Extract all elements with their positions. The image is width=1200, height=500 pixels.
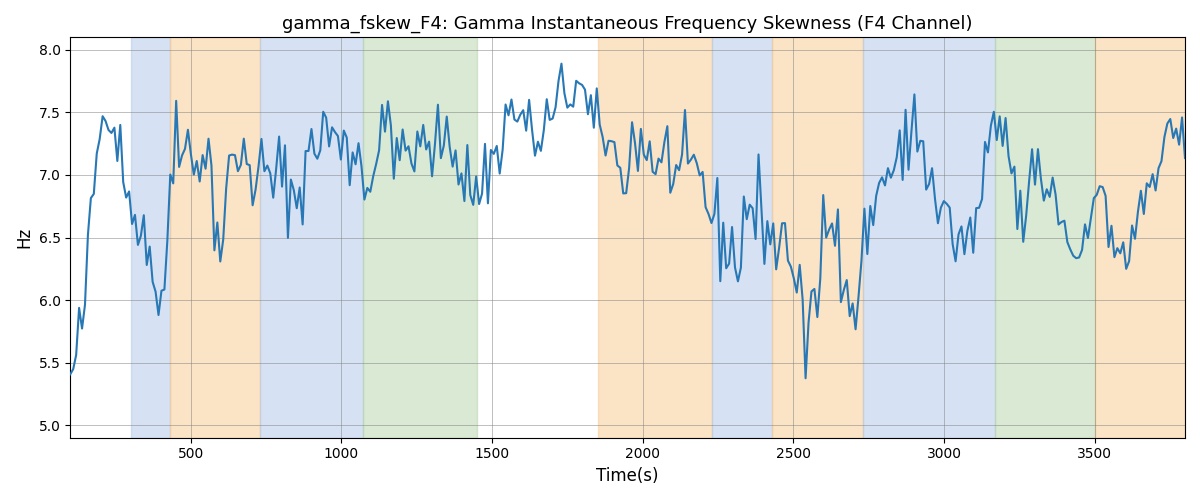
Title: gamma_fskew_F4: Gamma Instantaneous Frequency Skewness (F4 Channel): gamma_fskew_F4: Gamma Instantaneous Freq…: [282, 15, 973, 34]
Y-axis label: Hz: Hz: [16, 227, 34, 248]
Bar: [773, 38, 863, 438]
Bar: [995, 38, 1094, 438]
Bar: [863, 38, 995, 438]
X-axis label: Time(s): Time(s): [596, 467, 659, 485]
Bar: [169, 38, 260, 438]
Bar: [712, 38, 773, 438]
Bar: [1094, 38, 1186, 438]
Bar: [362, 38, 478, 438]
Bar: [131, 38, 169, 438]
Bar: [598, 38, 712, 438]
Bar: [260, 38, 362, 438]
